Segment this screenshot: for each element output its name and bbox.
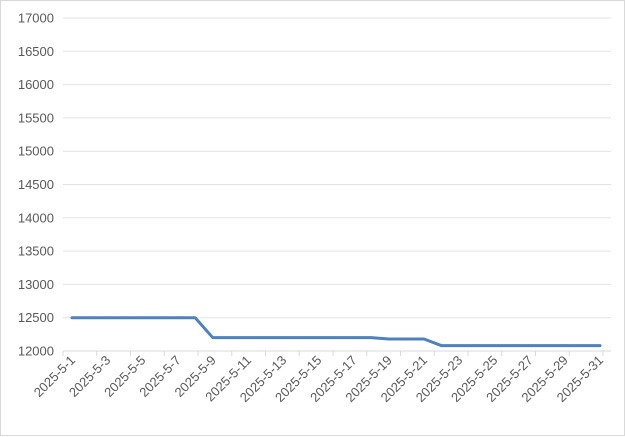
data-point (317, 336, 320, 339)
data-point (405, 337, 408, 341)
data-point (88, 316, 91, 319)
data-series-line (70, 316, 602, 348)
data-point (352, 336, 355, 339)
data-point (299, 336, 302, 339)
y-tick-label: 12000 (18, 344, 54, 359)
y-tick-label: 16000 (18, 77, 54, 92)
data-point (141, 316, 144, 319)
data-point (458, 344, 461, 347)
data-point (246, 336, 250, 339)
data-point (158, 316, 162, 319)
data-point (282, 336, 285, 339)
data-point (598, 344, 602, 347)
y-tick-label: 13500 (18, 244, 54, 259)
data-point (176, 316, 179, 319)
y-tick-label: 15000 (18, 144, 54, 159)
y-tick-label: 17000 (18, 11, 54, 26)
y-tick-label: 14000 (18, 210, 54, 225)
y-tick-label: 14500 (18, 177, 54, 192)
y-tick-label: 15500 (18, 110, 54, 125)
data-point (528, 344, 531, 347)
data-point (370, 336, 373, 339)
data-point (546, 344, 549, 347)
y-tick-label: 12500 (18, 310, 54, 325)
data-point (387, 337, 390, 341)
y-tick-label: 16500 (18, 44, 54, 59)
data-point (563, 344, 566, 347)
data-point (475, 344, 478, 347)
data-point (229, 336, 232, 339)
data-point (581, 344, 584, 347)
data-point (334, 336, 338, 339)
data-point (422, 337, 426, 341)
data-point (493, 344, 496, 347)
data-point (70, 316, 74, 319)
data-point (194, 316, 197, 319)
data-point (123, 316, 127, 319)
data-point (264, 336, 267, 339)
data-point (211, 336, 214, 339)
y-tick-label: 13000 (18, 277, 54, 292)
data-point (106, 316, 109, 319)
data-point (440, 344, 443, 347)
data-point (510, 344, 514, 347)
